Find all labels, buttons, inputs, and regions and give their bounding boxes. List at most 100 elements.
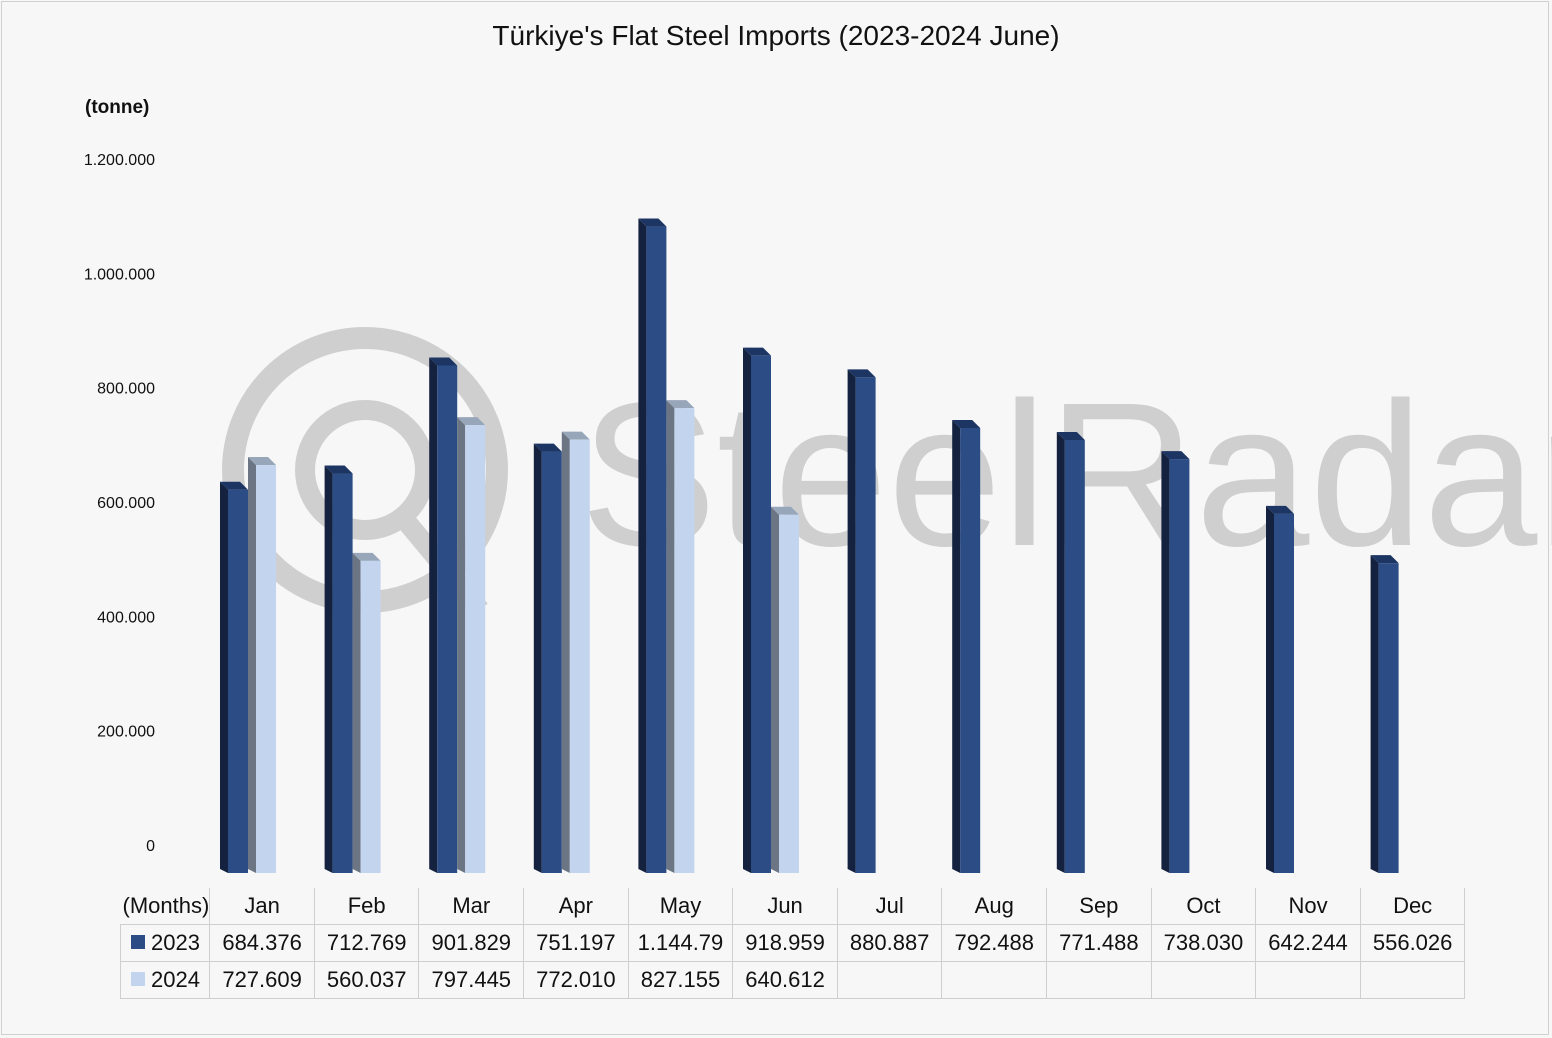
month-header-apr: Apr bbox=[523, 888, 629, 925]
bar-2023-jun bbox=[743, 347, 771, 874]
bar-2024-may bbox=[666, 400, 695, 873]
legend-swatch bbox=[131, 972, 145, 987]
data-label-2023-sep: 771.488 bbox=[1046, 924, 1152, 962]
bar-front-face bbox=[751, 355, 771, 874]
bar-side-face bbox=[638, 218, 647, 874]
bar-top-face bbox=[429, 357, 458, 366]
bar-side-face bbox=[561, 431, 570, 873]
bar-2024-jan bbox=[248, 457, 276, 873]
month-header-jun: Jun bbox=[732, 888, 838, 925]
bar-2024-feb bbox=[352, 552, 381, 873]
bar-top-face bbox=[352, 552, 381, 561]
bar-2023-feb bbox=[324, 465, 353, 873]
y-axis-unit-label: (tonne) bbox=[85, 97, 150, 118]
bar-top-face bbox=[533, 443, 562, 452]
bar-front-face bbox=[1169, 459, 1190, 873]
bar-front-face bbox=[960, 427, 981, 873]
bar-front-face bbox=[1064, 439, 1085, 873]
bar-top-face bbox=[847, 369, 876, 378]
y-axis: 0 200.000 400.000 600.000 800.000 1.000.000 1.… bbox=[84, 152, 155, 855]
data-label-2024-nov bbox=[1255, 961, 1361, 999]
bar-top-face bbox=[1161, 451, 1190, 460]
legend-series-name: 2023 bbox=[151, 930, 200, 955]
y-tick-label: 600.000 bbox=[97, 495, 155, 512]
month-header-feb: Feb bbox=[313, 888, 420, 925]
bar-2023-jan bbox=[220, 481, 248, 873]
month-header-nov: Nov bbox=[1255, 888, 1361, 925]
bar-top-face bbox=[743, 347, 771, 356]
bar-side-face bbox=[1266, 505, 1274, 873]
data-label-2023-dec: 556.026 bbox=[1359, 924, 1466, 962]
data-table: (Months) Jan Feb Mar Apr May Jun Jul Aug Sep Oct N… bbox=[119, 888, 1466, 999]
bar-top-face bbox=[1056, 431, 1085, 440]
month-header-mar: Mar bbox=[418, 888, 525, 925]
bar-side-face bbox=[1056, 431, 1065, 873]
bar-top-face bbox=[457, 417, 486, 426]
bar-front-face bbox=[855, 377, 876, 873]
data-label-2024-may: 827.155 bbox=[627, 961, 734, 999]
bar-side-face bbox=[666, 400, 675, 873]
table-row: 2024 727.609 560.037 797.445 772.010 827.155 6… bbox=[119, 961, 1466, 999]
bar-front-face bbox=[674, 408, 695, 873]
table-corner-label: (Months) bbox=[122, 893, 210, 918]
data-label-2024-jun: 640.612 bbox=[732, 961, 838, 999]
bar-front-face bbox=[360, 560, 381, 873]
month-header-oct: Oct bbox=[1150, 888, 1257, 925]
data-label-2024-jan: 727.609 bbox=[209, 961, 315, 999]
bar-side-face bbox=[457, 417, 466, 873]
data-label-2024-mar: 797.445 bbox=[418, 961, 525, 999]
bar-top-face bbox=[1370, 555, 1399, 564]
bar-top-face bbox=[561, 431, 590, 440]
bar-side-face bbox=[220, 481, 228, 873]
legend-swatch bbox=[131, 935, 145, 950]
bar-front-face bbox=[437, 365, 458, 873]
bar-side-face bbox=[324, 465, 333, 873]
bar-2023-nov bbox=[1266, 505, 1294, 873]
data-label-2023-oct: 738.030 bbox=[1150, 924, 1257, 962]
legend-entry-2024: 2024 bbox=[119, 961, 211, 999]
legend-entry-2023: 2023 bbox=[119, 924, 211, 962]
bar-side-face bbox=[1370, 555, 1379, 873]
chart-plot: SteelRadar 0200.000400.000600.000800.000… bbox=[84, 152, 1552, 874]
data-label-2023-jul: 880.887 bbox=[836, 924, 943, 962]
month-header-may: May bbox=[627, 888, 734, 925]
data-label-2023-nov: 642.244 bbox=[1255, 924, 1361, 962]
bar-2023-oct bbox=[1161, 451, 1190, 873]
bar-side-face bbox=[1161, 451, 1170, 873]
data-label-2023-mar: 901.829 bbox=[418, 924, 525, 962]
month-header-sep: Sep bbox=[1046, 888, 1152, 925]
y-tick-label: 200.000 bbox=[97, 724, 155, 741]
bar-front-face bbox=[1274, 513, 1294, 873]
data-label-2024-dec bbox=[1359, 961, 1466, 999]
bar-2023-jul bbox=[847, 369, 876, 873]
bar-top-face bbox=[638, 218, 667, 227]
bar-2023-may bbox=[638, 218, 667, 874]
bar-side-face bbox=[533, 443, 542, 873]
bar-front-face bbox=[228, 489, 248, 873]
bar-top-face bbox=[324, 465, 353, 474]
data-label-2023-aug: 792.488 bbox=[941, 924, 1048, 962]
bar-front-face bbox=[569, 439, 590, 873]
bar-side-face bbox=[952, 419, 961, 873]
y-tick-label: 1.200.000 bbox=[84, 152, 155, 169]
legend-series-name: 2024 bbox=[151, 967, 200, 992]
bar-side-face bbox=[352, 552, 361, 873]
bar-front-face bbox=[779, 514, 799, 873]
bar-side-face bbox=[847, 369, 856, 873]
data-label-2023-jan: 684.376 bbox=[209, 924, 315, 962]
bar-top-face bbox=[666, 400, 695, 409]
bar-top-face bbox=[248, 457, 276, 466]
table-row: 2023 684.376 712.769 901.829 751.197 1.144.79… bbox=[119, 924, 1466, 962]
bar-front-face bbox=[332, 473, 353, 873]
month-header-dec: Dec bbox=[1359, 888, 1466, 925]
bar-side-face bbox=[429, 357, 438, 873]
chart-title: Türkiye's Flat Steel Imports (2023-2024 … bbox=[492, 20, 1060, 51]
bar-2024-mar bbox=[457, 417, 486, 873]
y-tick-label: 400.000 bbox=[97, 609, 155, 626]
month-header-aug: Aug bbox=[941, 888, 1048, 925]
bar-top-face bbox=[1266, 505, 1294, 514]
bar-front-face bbox=[256, 465, 276, 873]
bar-side-face bbox=[771, 506, 779, 873]
bar-front-face bbox=[465, 425, 486, 873]
bar-2024-jun bbox=[771, 506, 799, 873]
